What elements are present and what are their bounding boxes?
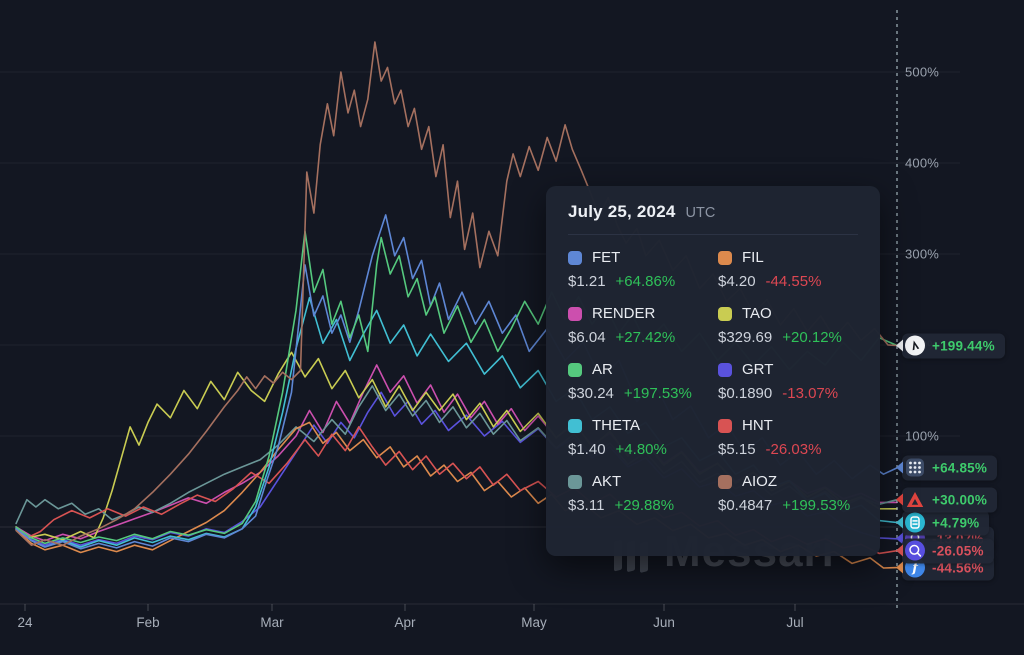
token-price: $6.04 [568,329,606,346]
token-change-pct: +199.53% [782,497,851,514]
token-symbol: TAO [742,305,772,322]
tooltip-entry-grt: GRT $0.1890 -13.07% [718,361,858,402]
render-color-swatch [568,306,582,321]
y-axis-label-100%: 100% [905,428,940,444]
badge-value: -44.56% [932,560,984,576]
fil-color-swatch [718,250,732,265]
y-axis-label-500%: 500% [905,64,940,80]
x-axis-label-Feb: Feb [136,615,160,630]
token-price: $5.15 [718,441,756,458]
tooltip-date: July 25, 2024 [568,202,676,221]
token-change-pct: +64.86% [615,273,676,290]
token-change-pct: -44.55% [765,273,822,290]
badge-notch [896,339,903,352]
price-badge-theta: +4.79% [896,510,990,536]
tooltip: July 25, 2024 UTC FET $1.21 +64.86% FIL $4.2… [546,186,880,556]
badge-notch [896,532,903,545]
hnt-color-swatch [718,418,732,433]
token-symbol: AKT [592,473,622,490]
fet-logo-icon [906,458,924,477]
ar-logo-icon [905,335,925,356]
price-badge-hnt: -26.05% [896,538,994,564]
token-symbol: GRT [742,361,774,378]
badge-value: -26.05% [932,543,984,559]
tooltip-entry-render: RENDER $6.04 +27.42% [568,305,708,346]
token-symbol: AIOZ [742,473,778,490]
token-price: $4.20 [718,273,756,290]
tooltip-entries: FET $1.21 +64.86% FIL $4.20 -44.55% RENDER $6.0… [568,249,858,514]
tooltip-timezone: UTC [685,205,716,221]
grt-color-swatch [718,362,732,377]
token-symbol: FET [592,249,621,266]
theta-color-swatch [568,418,582,433]
x-axis-label-Apr: Apr [394,615,416,630]
tooltip-entry-tao: TAO $329.69 +20.12% [718,305,858,346]
token-price: $0.1890 [718,385,773,402]
x-axis-label-Jun: Jun [653,615,675,630]
token-price: $329.69 [718,329,773,346]
badge-value: +64.85% [932,460,988,476]
akt-logo-icon [906,492,924,508]
badge-value: +4.79% [932,515,980,531]
badge-value: +199.44% [932,338,995,353]
x-axis-label-May: May [521,615,547,630]
tooltip-entry-ar: AR $30.24 +197.53% [568,361,708,402]
token-change-pct: +4.80% [615,441,667,458]
x-axis-label-24: 24 [17,615,33,630]
tooltip-divider [568,234,858,235]
token-symbol: THETA [592,417,641,434]
theta-logo-icon [905,512,925,533]
price-badge-ar: +199.44% [896,333,1005,358]
badge-value: +30.00% [932,492,988,508]
token-change-pct: +197.53% [623,385,692,402]
token-price: $3.11 [568,497,605,514]
badge-notch [896,544,903,557]
badge-notch [896,493,903,506]
token-change-pct: -26.03% [765,441,822,458]
token-price: $0.4847 [718,497,773,514]
tooltip-entry-akt: AKT $3.11 +29.88% [568,473,708,514]
badge-notch [896,461,903,474]
hnt-logo-icon [905,540,925,561]
token-symbol: FIL [742,249,764,266]
token-change-pct: +29.88% [614,497,675,514]
price-badge-fet: +64.85% [896,455,998,481]
token-symbol: HNT [742,417,773,434]
token-change-pct: -13.07% [782,385,839,402]
akt-color-swatch [568,474,582,489]
tooltip-header: July 25, 2024 UTC [568,202,858,222]
token-symbol: RENDER [592,305,656,322]
token-price: $1.40 [568,441,606,458]
svg-text:f: f [911,561,920,576]
tooltip-entry-theta: THETA $1.40 +4.80% [568,417,708,458]
tooltip-entry-aioz: AIOZ $0.4847 +199.53% [718,473,858,514]
tooltip-entry-hnt: HNT $5.15 -26.03% [718,417,858,458]
x-axis-label-Jul: Jul [786,615,804,630]
ar-color-swatch [568,362,582,377]
aioz-color-swatch [718,474,732,489]
token-price: $1.21 [568,273,606,290]
x-axis-label-Mar: Mar [260,615,284,630]
tooltip-entry-fet: FET $1.21 +64.86% [568,249,708,290]
badge-notch [896,561,903,574]
y-axis-label-300%: 300% [905,246,940,262]
token-change-pct: +27.42% [615,329,676,346]
y-axis-label-400%: 400% [905,155,940,171]
token-symbol: AR [592,361,613,378]
fet-color-swatch [568,250,582,265]
token-price: $30.24 [568,385,614,402]
tao-color-swatch [718,306,732,321]
token-change-pct: +20.12% [782,329,842,346]
price-badge-akt: +30.00% [896,487,998,513]
tooltip-entry-fil: FIL $4.20 -44.55% [718,249,858,290]
badge-notch [896,516,903,529]
